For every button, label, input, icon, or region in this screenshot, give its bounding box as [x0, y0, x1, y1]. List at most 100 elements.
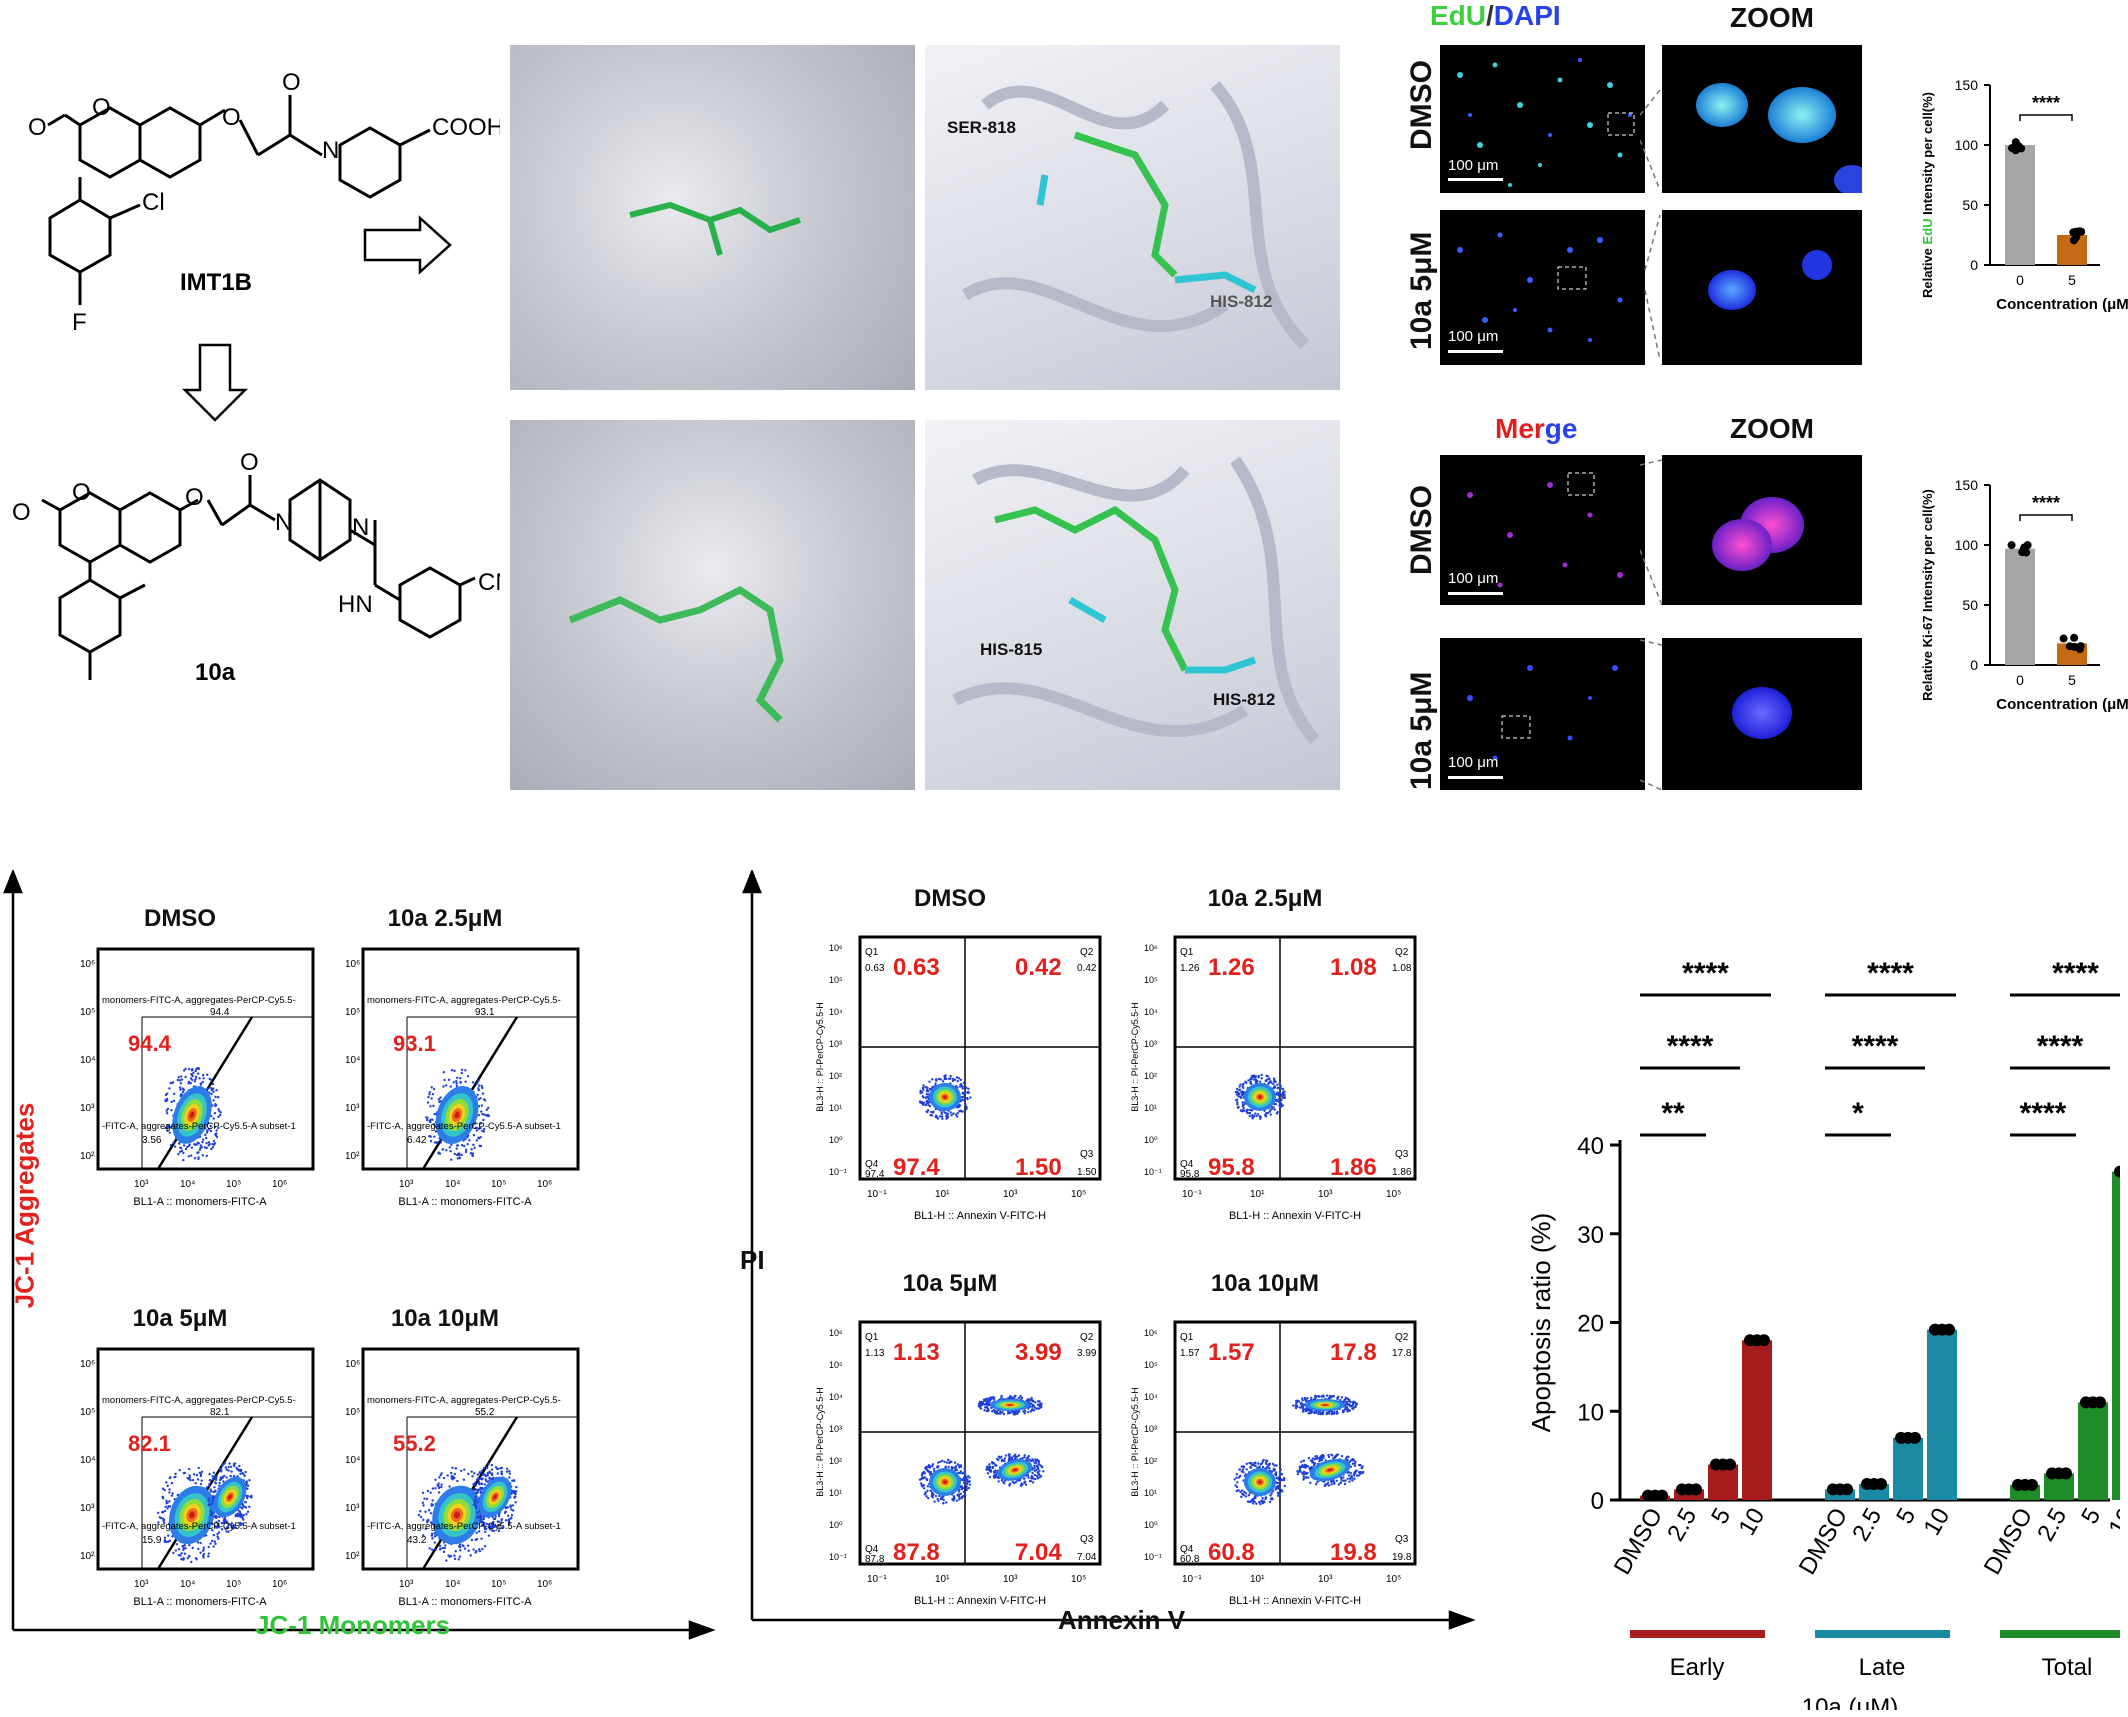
svg-text:COOH: COOH [432, 114, 500, 141]
event-dot [214, 1095, 217, 1099]
event-dot [178, 1086, 182, 1089]
event-dot [214, 1104, 217, 1108]
significance-label: **** [2037, 1030, 2084, 1063]
event-dot [1281, 1088, 1284, 1091]
event-dot [240, 1522, 244, 1526]
x-tick-label: 10 [1733, 1504, 1770, 1541]
event-dot [1000, 1459, 1004, 1463]
quadrant-percent: 1.08 [1330, 954, 1377, 981]
event-dot [1342, 1479, 1345, 1483]
quadrant-percent: 1.57 [1208, 1339, 1255, 1366]
y-tick-label: 10⁵ [829, 975, 843, 985]
event-dot [941, 1080, 945, 1083]
event-dot [477, 1113, 481, 1117]
event-dot [1294, 1406, 1298, 1410]
x-tick-label: 10¹ [935, 1189, 950, 1200]
event-dot [1010, 1396, 1013, 1399]
event-dot [479, 1097, 482, 1100]
y-tick-label: 40 [1577, 1133, 1604, 1160]
event-dot [188, 1474, 191, 1477]
event-dot [426, 1101, 430, 1104]
event-dot [1340, 1396, 1344, 1399]
event-dot [1270, 1492, 1273, 1495]
event-dot [1017, 1454, 1021, 1457]
event-dot [1316, 1480, 1319, 1484]
event-dot [1298, 1406, 1301, 1409]
event-dot [442, 1550, 446, 1554]
event-dot [1242, 1494, 1246, 1497]
event-dot [507, 1519, 511, 1523]
event-dot [432, 1104, 435, 1108]
event-dot [1321, 1453, 1324, 1457]
event-dot [919, 1091, 922, 1095]
event-dot [1245, 1468, 1248, 1471]
event-dot [217, 1108, 220, 1111]
quadrant-value: 1.26 [1180, 963, 1200, 974]
event-dot [203, 1146, 207, 1149]
event-dot [513, 1496, 516, 1499]
event-dot [174, 1472, 177, 1476]
event-dot [1013, 1411, 1016, 1414]
quadrant-value: 87.8 [865, 1554, 885, 1565]
event-dot [1302, 1475, 1305, 1478]
event-dot [1242, 1471, 1245, 1474]
x-tick-label: 10 [1918, 1504, 1955, 1541]
event-dot [1270, 1497, 1274, 1500]
event-dot [1026, 1398, 1030, 1401]
event-dot [476, 1501, 479, 1504]
event-dot [216, 1524, 219, 1527]
event-dot [158, 1516, 161, 1519]
event-dot [1254, 1464, 1257, 1468]
event-dot [245, 1496, 249, 1500]
event-dot [1313, 1395, 1317, 1398]
event-dot [1240, 1492, 1244, 1495]
event-dot [938, 1115, 942, 1118]
event-dot [494, 1515, 497, 1518]
event-dot [193, 1473, 196, 1476]
y-tick-label: 10² [1144, 1456, 1157, 1466]
event-dot [424, 1510, 427, 1513]
event-dot [1239, 1095, 1242, 1099]
event-dot [501, 1526, 504, 1529]
event-dot [179, 1146, 183, 1150]
event-dot [494, 1466, 498, 1469]
event-dot [1257, 1462, 1260, 1465]
event-dot [422, 1504, 425, 1507]
event-dot [1236, 1101, 1239, 1104]
annexin-scatter-plot: Q1 Q2 Q4 Q3 0.63 0.42 97.4 1.50 0.63 0.42 97.4 1.50… [815, 935, 1102, 1222]
event-dot [476, 1473, 480, 1476]
event-dot [1306, 1397, 1309, 1400]
event-dot [1267, 1082, 1270, 1086]
edu-zoom-10a [1662, 210, 1862, 365]
event-dot [1254, 1461, 1257, 1465]
group-label: Total [2042, 1654, 2093, 1681]
event-dot [1236, 1087, 1239, 1091]
quadrant-percent: 0.42 [1015, 954, 1062, 981]
event-dot [474, 1484, 477, 1487]
event-dot [229, 1474, 232, 1478]
event-dot [1299, 1402, 1303, 1406]
svg-text:O: O [92, 94, 111, 121]
svg-text:HN: HN [338, 591, 373, 618]
event-dot [1236, 1481, 1239, 1484]
event-dot [1359, 1470, 1363, 1474]
event-dot [486, 1471, 489, 1475]
event-dot [955, 1076, 959, 1079]
event-dot [164, 1099, 167, 1102]
event-dot [966, 1097, 969, 1101]
event-dot [983, 1406, 987, 1409]
event-dot [187, 1082, 190, 1085]
event-dot [431, 1537, 434, 1540]
event-dot [1313, 1458, 1317, 1461]
event-dot [1037, 1472, 1040, 1476]
event-dot [221, 1475, 224, 1479]
event-dot [1336, 1397, 1339, 1400]
event-dot [1340, 1478, 1343, 1482]
event-dot [207, 1503, 210, 1507]
event-dot [431, 1487, 435, 1490]
event-dot [486, 1480, 489, 1483]
event-dot [1304, 1471, 1307, 1474]
y-tick-label: 10⁴ [80, 1055, 95, 1066]
event-dot [242, 1518, 245, 1521]
data-point [2022, 548, 2031, 557]
